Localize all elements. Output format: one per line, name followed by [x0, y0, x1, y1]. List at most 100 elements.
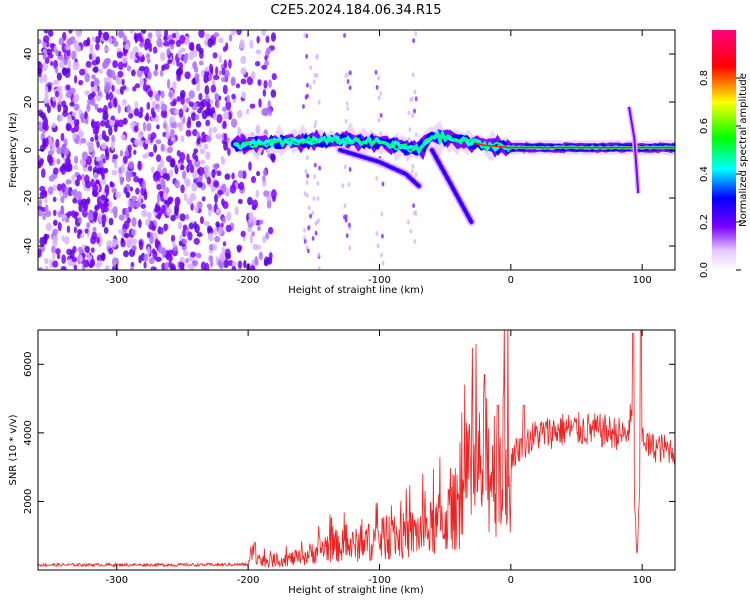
spectrogram-noise-cell: [195, 252, 202, 259]
spectrogram-noise-cell: [305, 53, 309, 59]
spectrogram-noise-cell: [134, 101, 139, 109]
spectrogram-noise-cell: [176, 162, 181, 168]
colorbar: 0.0 0.2 0.4 0.6 0.8 Normalized spectral ampl…: [699, 30, 749, 278]
spectrogram-noise-cell: [317, 99, 321, 105]
spectrogram-noise-cell: [213, 226, 218, 236]
spectrogram-noise-cell: [108, 119, 115, 126]
spectrogram-noise-cell: [98, 133, 104, 141]
spectrogram-noise-cell: [156, 124, 160, 130]
spectrogram-noise-cell: [227, 260, 234, 266]
spectrogram-noise-cell: [221, 183, 227, 193]
spectrogram-noise-cell: [305, 193, 309, 198]
spectrogram-xtick-label: 100: [633, 275, 652, 286]
spectrogram-noise-cell: [229, 184, 237, 194]
spectrogram-noise-cell: [161, 262, 166, 270]
spectrogram-noise-cell: [212, 180, 220, 188]
spectrogram-noise-cell: [38, 161, 41, 168]
spectrogram-noise-cell: [213, 32, 220, 38]
spectrogram-branch-trace: [339, 149, 420, 187]
colorbar-tick-label: 0.6: [699, 118, 710, 134]
spectrogram-noise-cell: [71, 256, 78, 263]
spectrogram-noise-cell: [264, 55, 268, 61]
spectrogram-noise-cell: [226, 94, 230, 103]
spectrogram-noise-cell: [67, 113, 73, 124]
spectrogram-noise-cell: [113, 123, 118, 133]
spectrogram-noise-cell: [55, 48, 59, 57]
spectrogram-noise-cell: [77, 129, 84, 139]
spectrogram-noise-cell: [91, 36, 96, 42]
spectrogram-noise-cell: [413, 89, 417, 95]
spectrogram-noise-cell: [129, 199, 136, 209]
spectrogram-noise-cell: [153, 143, 158, 153]
spectrogram-noise-cell: [172, 240, 176, 248]
spectrogram-noise-cell: [39, 112, 46, 119]
spectrogram-noise-cell: [241, 91, 246, 99]
spectrogram-noise-cell: [86, 221, 91, 229]
spectrogram-noise-cell: [94, 134, 99, 141]
spectrogram-spike: [628, 106, 640, 194]
spectrogram-noise-cell: [149, 235, 154, 245]
spectrogram-noise-cell: [167, 146, 173, 153]
spectrogram-noise-cell: [84, 90, 91, 96]
spectrogram-noise-cell: [137, 178, 144, 184]
spectrogram-noise-cell: [44, 198, 48, 204]
colorbar-label: Normalized spectral amplitude: [738, 73, 749, 227]
spectrogram-noise-cell: [102, 61, 108, 70]
spectrogram-noise-cell: [381, 181, 385, 187]
spectrogram-noise-cell: [132, 86, 137, 92]
spectrogram-noise-cell: [69, 36, 76, 45]
spectrogram-noise-cell: [64, 186, 69, 195]
spectrogram-noise-cell: [236, 244, 243, 251]
spectrogram-noise-cell: [305, 180, 309, 186]
spectrogram-noise-cell: [63, 58, 68, 66]
spectrogram-noise-cell: [130, 195, 138, 201]
spectrogram-noise-cell: [306, 173, 310, 179]
spectrogram-noise-cell: [191, 182, 198, 192]
spectrogram-noise-cell: [312, 196, 316, 202]
spectrogram-noise-cell: [255, 49, 262, 55]
spectrogram-noise-cell: [148, 257, 155, 265]
spectrogram-noise-cell: [220, 76, 227, 83]
spectrogram-noise-cell: [159, 208, 163, 217]
spectrogram-noise-cell: [263, 190, 270, 198]
spectrogram-noise-cell: [98, 68, 103, 75]
spectrogram-trace-core: [473, 142, 674, 149]
spectrogram-noise-cell: [75, 30, 82, 38]
spectrogram-noise-cell: [348, 222, 351, 228]
spectrogram-noise-cell: [412, 38, 416, 44]
spectrogram-noise-cell: [48, 136, 53, 146]
spectrogram-noise-cell: [266, 198, 272, 209]
spectrogram-noise-cell: [348, 245, 352, 251]
spectrogram-noise-cell: [180, 135, 185, 143]
spectrogram-noise-cell: [56, 72, 62, 81]
spectrogram-noise-cell: [65, 179, 72, 185]
spectrogram-noise-cell: [185, 129, 192, 137]
spectrogram-noise-cell: [167, 59, 172, 65]
spectrogram-noise-cell: [124, 150, 130, 157]
spectrogram-noise-cell: [250, 71, 256, 80]
spectrogram-noise-cell: [124, 43, 130, 50]
spectrogram-noise-cell: [52, 219, 58, 226]
spectrogram-noise-cell: [76, 190, 82, 201]
spectrogram-noise-cell: [268, 108, 273, 117]
spectrogram-noise-cell: [238, 181, 245, 191]
spectrogram-noise-cell: [198, 60, 204, 66]
spectrogram-noise-cell: [225, 42, 229, 51]
spectrogram-noise-cell: [155, 154, 162, 163]
spectrogram-noise-cell: [346, 79, 350, 84]
spectrogram-noise-cell: [84, 228, 89, 234]
spectrogram-noise-cell: [64, 157, 71, 167]
spectrogram-noise-cell: [77, 229, 83, 235]
spectrogram-noise-cell: [197, 166, 204, 176]
spectrogram-noise-cell: [309, 213, 312, 219]
spectrogram-noise-cell: [47, 186, 54, 196]
spectrogram-noise-cell: [230, 30, 237, 36]
spectrogram-noise-cell: [100, 252, 106, 262]
spectrogram-noise-cell: [118, 228, 123, 235]
spectrogram-noise-cell: [97, 168, 103, 175]
spectrogram-noise-cell: [91, 118, 95, 129]
spectrogram-noise-cell: [106, 240, 113, 247]
spectrogram-noise-cell: [118, 167, 122, 175]
spectrogram-noise-cell: [38, 126, 44, 132]
spectrogram-noise-cell: [131, 238, 137, 246]
